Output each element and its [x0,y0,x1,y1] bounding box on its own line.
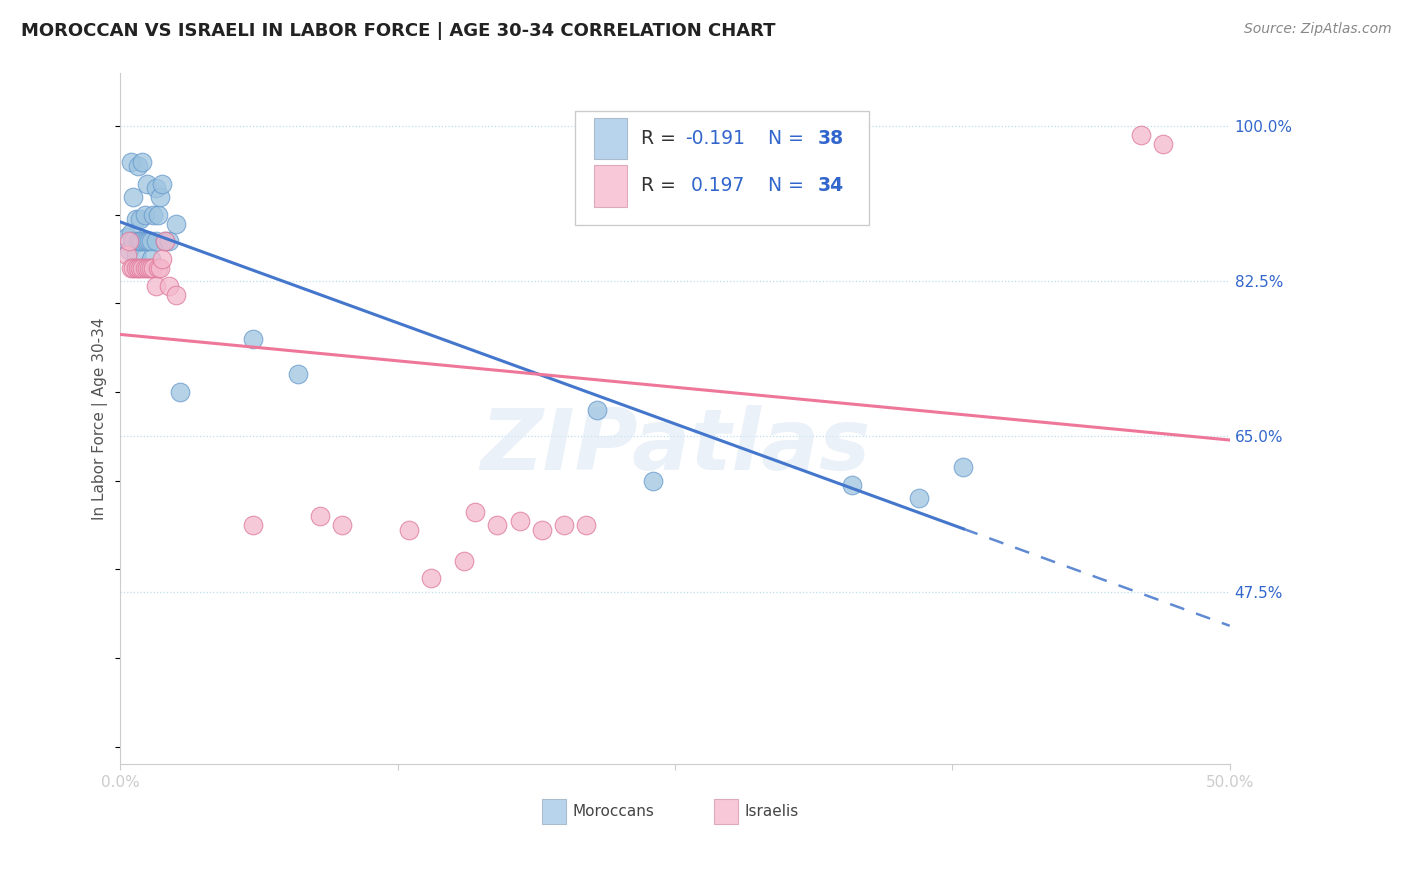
Point [1152,136,1174,151]
Text: Moroccans: Moroccans [572,804,655,819]
Point [153,235,176,249]
Point [120,154,142,169]
Point [134,260,156,275]
Text: 0.197: 0.197 [685,177,744,195]
Point [841,478,863,492]
Point [308,509,330,524]
Point [127,235,149,249]
Bar [541,799,567,824]
Point [149,190,172,204]
Point [124,260,146,275]
Point [118,244,141,258]
Point [135,177,157,191]
Point [120,226,142,240]
Point [150,177,173,191]
Point [553,518,575,533]
Point [138,235,160,249]
Point [129,260,152,275]
Point [138,260,160,275]
Text: R =: R = [641,129,682,148]
Point [142,208,165,222]
Point [575,518,598,533]
Text: R =: R = [641,177,682,195]
Point [124,248,146,262]
Text: MOROCCAN VS ISRAELI IN LABOR FORCE | AGE 30-34 CORRELATION CHART: MOROCCAN VS ISRAELI IN LABOR FORCE | AGE… [21,22,776,40]
Point [118,235,141,249]
Point [530,523,553,537]
Point [398,523,420,537]
Point [115,248,138,262]
Point [145,181,167,195]
Text: N =: N = [768,129,810,148]
Point [145,235,167,249]
Point [464,505,486,519]
Point [453,553,475,567]
Point [157,278,180,293]
Text: Source: ZipAtlas.com: Source: ZipAtlas.com [1244,22,1392,37]
Bar [714,799,738,824]
Point [124,212,146,227]
Point [641,474,664,488]
Point [242,518,264,533]
Point [146,208,169,222]
Point [150,252,173,267]
Point [419,571,441,585]
Point [586,402,609,417]
Point [131,154,153,169]
Point [122,235,145,249]
Point [153,235,176,249]
Bar [593,165,627,207]
Point [486,518,509,533]
Point [330,518,353,533]
Text: -0.191: -0.191 [685,129,745,148]
Point [131,235,153,249]
Point [141,252,163,267]
Point [1129,128,1152,142]
Text: ZIPatlas: ZIPatlas [479,405,870,488]
Point [169,385,191,400]
Point [146,260,169,275]
Text: 34: 34 [818,177,844,195]
Y-axis label: In Labor Force | Age 30-34: In Labor Force | Age 30-34 [93,318,108,520]
Point [149,260,172,275]
Point [509,514,531,528]
Point [120,260,142,275]
Point [122,260,145,275]
Bar [593,118,627,160]
Point [145,278,167,293]
Point [165,287,187,301]
Point [908,491,931,506]
Text: 38: 38 [818,129,844,148]
Point [165,217,187,231]
Point [129,235,152,249]
Point [142,260,165,275]
Point [127,159,149,173]
Point [134,235,156,249]
Point [115,230,138,244]
Point [242,332,264,346]
Text: N =: N = [768,177,810,195]
FancyBboxPatch shape [575,111,869,225]
Point [134,208,156,222]
Point [157,235,180,249]
Point [135,260,157,275]
Point [287,368,309,382]
Point [131,260,153,275]
Point [129,212,152,227]
Point [135,235,157,249]
Point [141,235,163,249]
Text: Israelis: Israelis [745,804,799,819]
Point [122,190,145,204]
Point [141,260,163,275]
Point [952,460,974,475]
Point [127,260,149,275]
